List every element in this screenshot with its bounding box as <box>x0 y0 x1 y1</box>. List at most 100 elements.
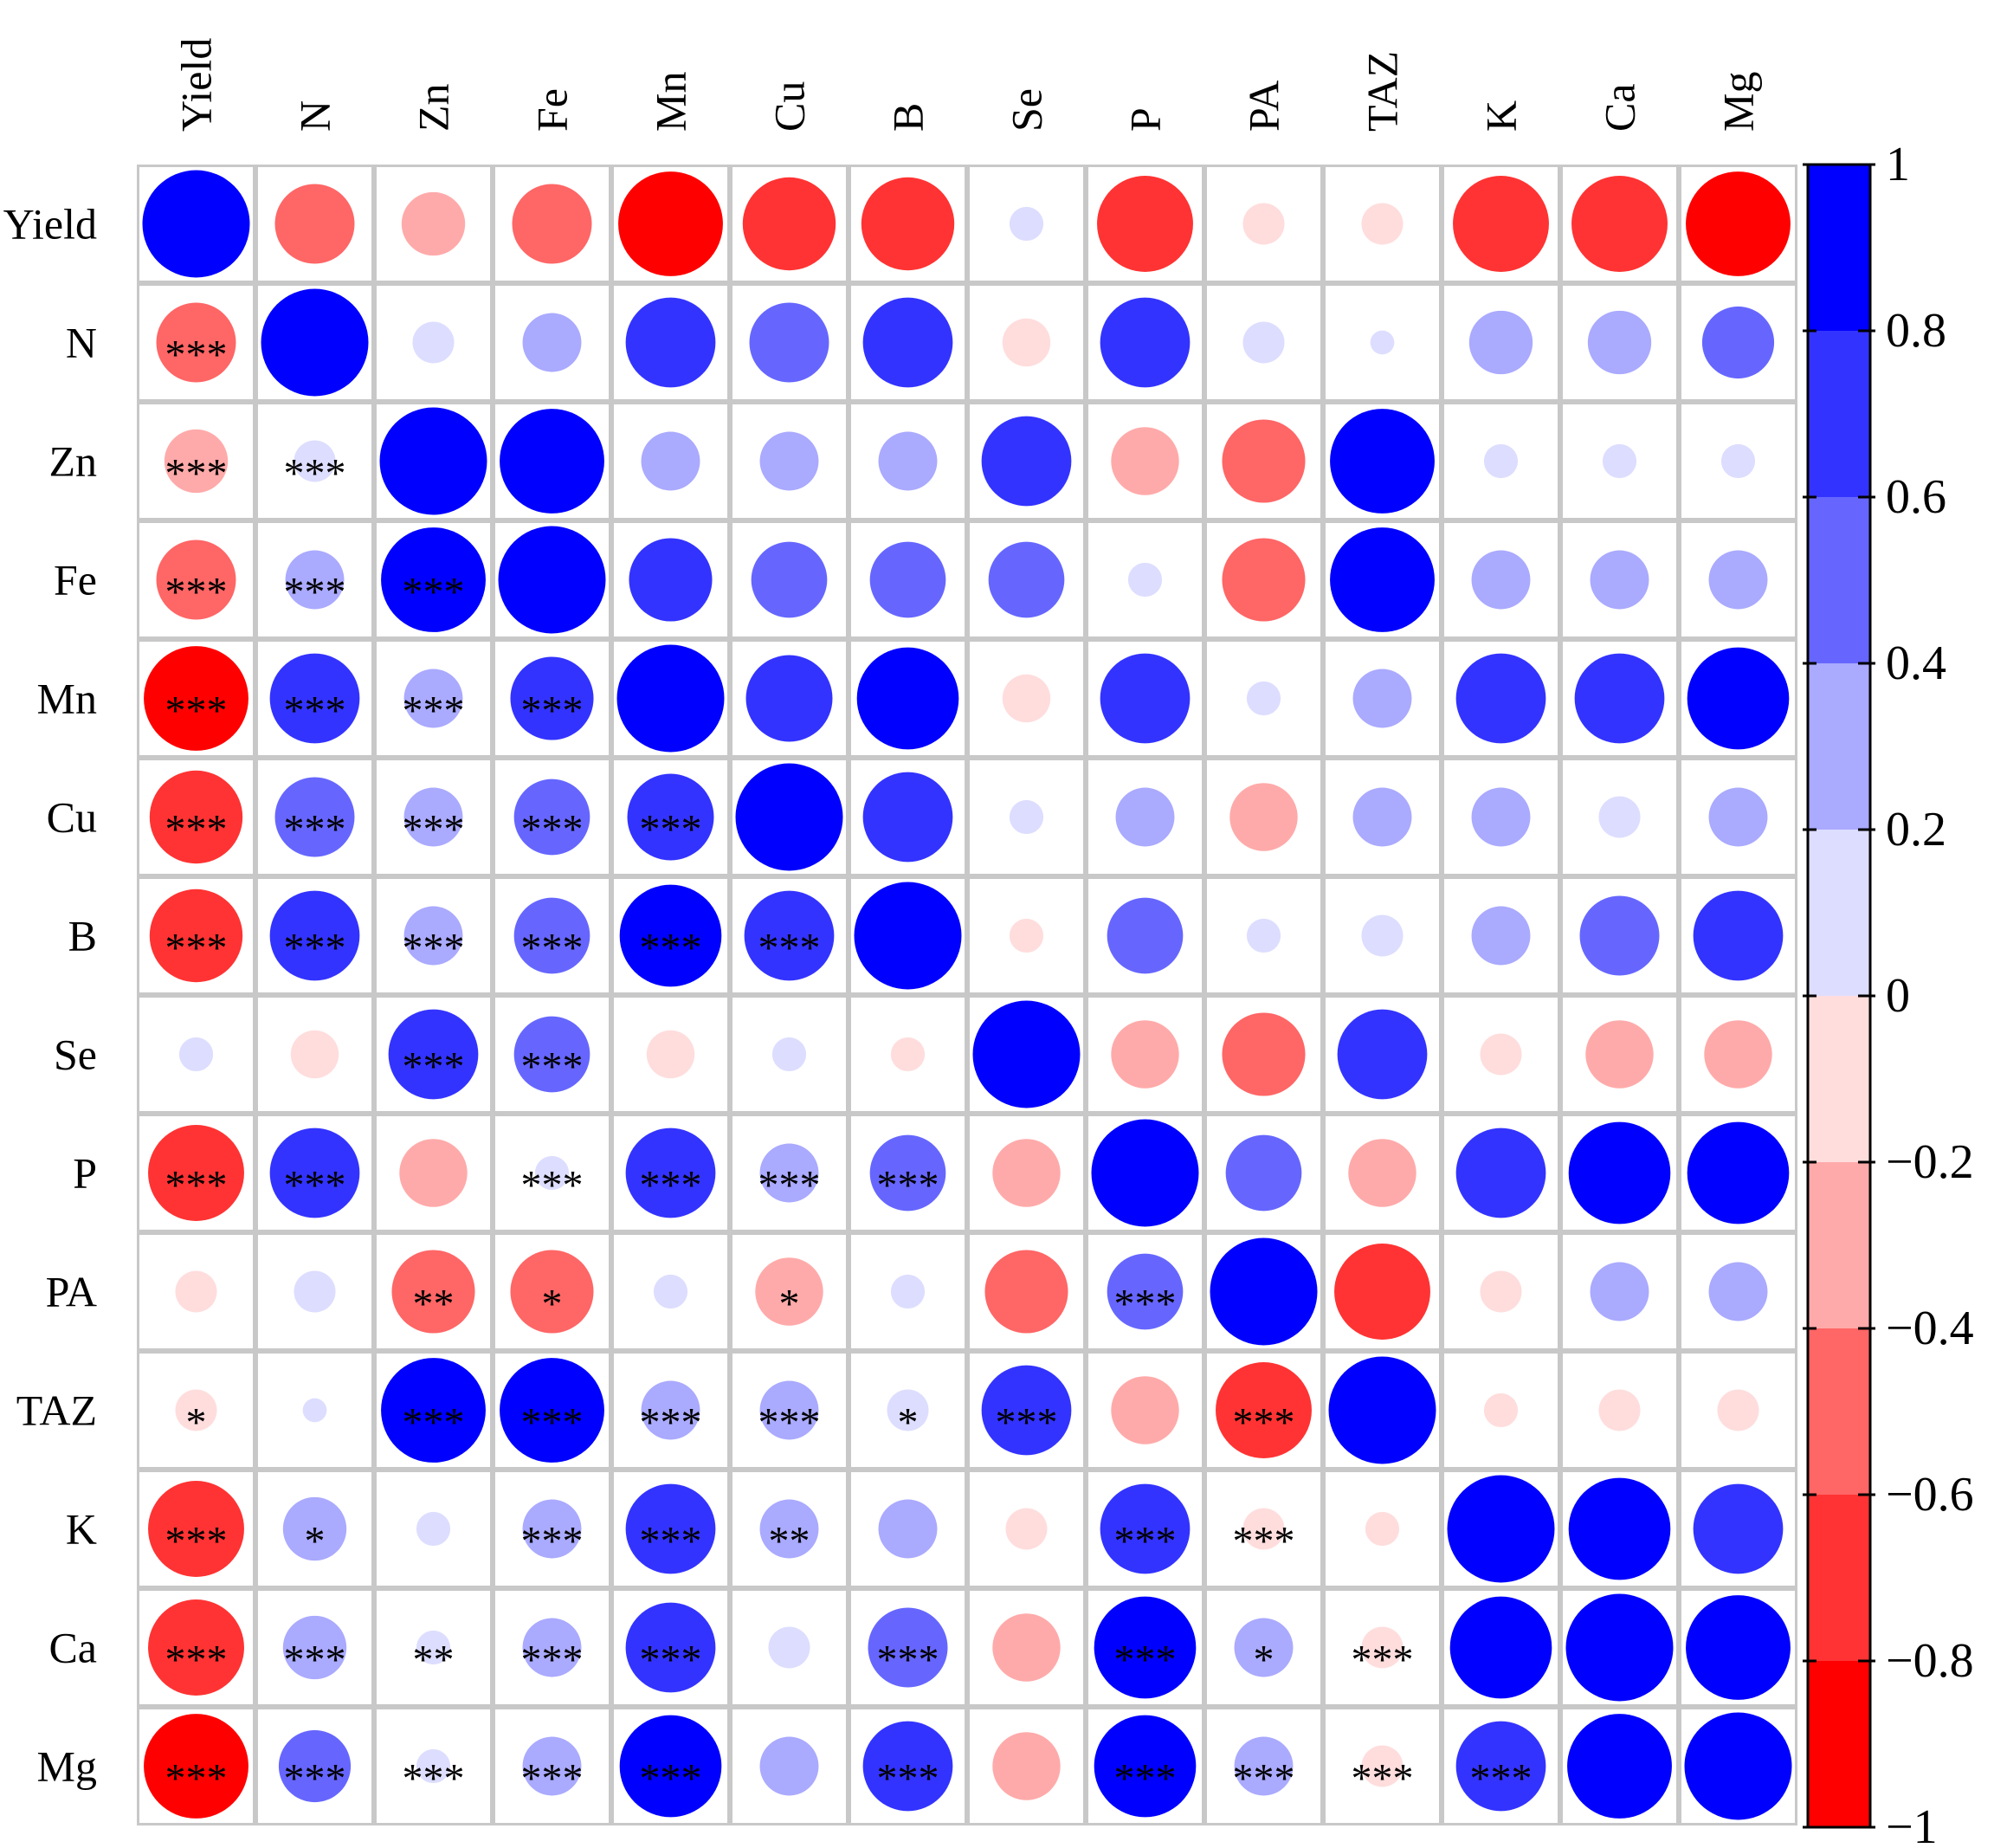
correlation-circle-n-k <box>1468 310 1533 375</box>
correlation-circle-mg-k <box>1455 1721 1546 1812</box>
correlation-circle-fe-cu <box>751 541 828 618</box>
significance-stars-pa-cu: * <box>779 1282 800 1328</box>
colorbar-bin <box>1808 165 1870 331</box>
significance-stars-fe-zn: *** <box>403 570 465 616</box>
correlation-circle-mg-mg <box>1684 1712 1792 1820</box>
correlation-circle-taz-k <box>1483 1392 1519 1428</box>
significance-stars-mg-taz: *** <box>1352 1756 1414 1802</box>
correlation-circle-b-zn <box>403 906 463 966</box>
colorbar-bin <box>1808 1162 1870 1328</box>
matrix-circles <box>142 170 1792 1820</box>
column-label-fe: Fe <box>528 88 577 132</box>
correlation-circle-taz-mg <box>1717 1389 1759 1431</box>
significance-stars-fe-yield: *** <box>165 570 228 616</box>
correlation-circle-ca-mg <box>1686 1595 1791 1700</box>
correlation-circle-mn-cu <box>745 655 833 742</box>
correlation-circle-cu-taz <box>1352 787 1412 847</box>
significance-stars-mg-yield: *** <box>165 1756 228 1802</box>
correlation-circle-pa-pa <box>1210 1237 1318 1346</box>
correlation-circle-b-pa <box>1246 918 1281 953</box>
correlation-circle-p-k <box>1455 1128 1546 1218</box>
significance-stars-mn-n: *** <box>284 688 346 734</box>
correlation-circle-b-yield <box>149 888 243 983</box>
significance-stars-ca-yield: *** <box>165 1638 228 1683</box>
correlation-circle-p-p <box>1091 1119 1199 1227</box>
correlation-circle-b-mg <box>1693 890 1784 981</box>
significance-stars-mg-fe: *** <box>521 1756 584 1802</box>
correlation-circle-fe-pa <box>1222 538 1306 622</box>
colorbar-bin <box>1808 497 1870 663</box>
correlation-circle-yield-taz <box>1361 203 1404 245</box>
significance-stars-cu-yield: *** <box>165 807 228 853</box>
significance-stars-ca-b: *** <box>877 1638 939 1683</box>
correlation-circle-n-n <box>261 288 369 397</box>
correlation-circle-yield-p <box>1097 176 1193 272</box>
correlation-circle-yield-se <box>1009 206 1044 242</box>
correlation-circle-ca-se <box>992 1613 1061 1682</box>
correlation-circle-yield-cu <box>742 177 836 271</box>
correlation-circle-cu-k <box>1471 787 1531 847</box>
significance-stars-se-fe: *** <box>521 1044 584 1090</box>
correlation-circle-pa-b <box>890 1274 926 1309</box>
correlation-circle-taz-se <box>981 1365 1072 1456</box>
correlation-circle-cu-p <box>1115 787 1175 847</box>
correlation-circle-mn-fe <box>510 656 594 740</box>
significance-stars-ca-zn: ** <box>413 1638 455 1683</box>
correlation-circle-p-yield <box>148 1125 244 1221</box>
correlation-circle-k-cu <box>759 1499 819 1559</box>
correlation-circle-mg-se <box>992 1732 1061 1800</box>
colorbar-tick-label: 0 <box>1886 969 1910 1023</box>
correlation-circle-pa-yield <box>175 1270 217 1313</box>
row-label-pa: PA <box>46 1268 97 1316</box>
correlation-circle-mg-b <box>862 1721 953 1812</box>
correlation-circle-mg-p <box>1094 1715 1197 1818</box>
colorbar-tick-label: −0.4 <box>1886 1302 1974 1355</box>
significance-stars-mn-fe: *** <box>521 688 584 734</box>
correlation-circle-zn-mg <box>1720 443 1756 479</box>
significance-stars-k-cu: ** <box>769 1519 810 1565</box>
significance-stars-taz-fe: *** <box>521 1400 584 1446</box>
row-label-yield: Yield <box>3 200 97 249</box>
correlation-circle-b-ca <box>1579 895 1660 976</box>
correlation-circle-p-n <box>269 1128 360 1218</box>
row-label-p: P <box>73 1149 97 1198</box>
colorbar-bin <box>1808 663 1870 830</box>
correlation-circle-yield-yield <box>142 170 250 278</box>
correlation-circle-taz-fe <box>500 1358 604 1463</box>
significance-stars-k-n: * <box>305 1519 326 1565</box>
correlation-circle-cu-ca <box>1598 796 1641 838</box>
correlation-circle-pa-mn <box>653 1274 688 1309</box>
correlation-circle-n-p <box>1100 297 1191 388</box>
correlation-circle-k-fe <box>522 1499 582 1559</box>
significance-stars-k-p: *** <box>1114 1519 1177 1565</box>
correlation-circle-cu-fe <box>513 779 590 856</box>
correlation-circle-zn-fe <box>500 409 604 514</box>
correlation-circle-zn-b <box>878 431 938 491</box>
correlation-circle-k-zn <box>416 1511 451 1547</box>
row-labels: Yield N Zn Fe Mn Cu B Se P PA TAZ K Ca Mg <box>3 200 97 1791</box>
correlation-circle-b-p <box>1107 897 1184 974</box>
correlation-circle-n-se <box>1002 318 1051 367</box>
correlation-circle-fe-p <box>1127 562 1163 598</box>
correlation-circle-cu-se <box>1009 799 1044 835</box>
colorbar-tick-label: −1 <box>1886 1800 1938 1848</box>
correlation-circle-zn-p <box>1111 427 1179 495</box>
correlation-circle-mn-p <box>1100 653 1191 744</box>
correlation-circle-taz-ca <box>1598 1389 1641 1431</box>
correlation-circle-zn-se <box>981 416 1072 507</box>
significance-stars-mg-p: *** <box>1114 1756 1177 1802</box>
correlation-circle-fe-n <box>285 550 345 610</box>
correlation-circle-k-taz <box>1365 1511 1400 1547</box>
correlation-circle-mg-taz <box>1361 1745 1404 1787</box>
colorbar-tick-label: −0.2 <box>1886 1135 1974 1189</box>
significance-stars-k-yield: *** <box>165 1519 228 1565</box>
correlation-circle-cu-yield <box>149 770 243 864</box>
correlation-circle-pa-zn <box>391 1250 475 1334</box>
correlation-circle-fe-yield <box>156 540 236 620</box>
correlation-circle-p-pa <box>1225 1134 1302 1212</box>
significance-stars-mg-k: *** <box>1470 1756 1533 1802</box>
significance-stars-p-cu: *** <box>758 1163 821 1209</box>
column-label-mn: Mn <box>647 72 695 132</box>
colorbar-tick-label: 0.4 <box>1886 636 1946 690</box>
